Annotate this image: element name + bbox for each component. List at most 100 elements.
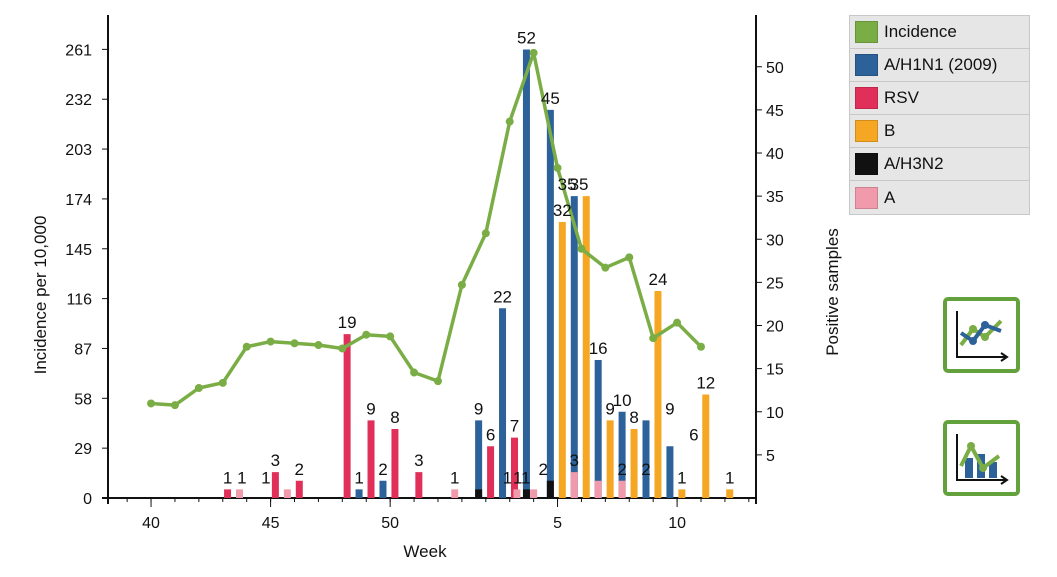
bar xyxy=(594,360,602,498)
left-tick-label: 174 xyxy=(65,192,92,209)
right-tick-label: 10 xyxy=(766,405,784,422)
bar xyxy=(666,446,674,498)
bar xyxy=(224,489,232,498)
bar xyxy=(283,489,291,498)
right-tick-label: 5 xyxy=(766,448,775,465)
incidence-point xyxy=(625,253,634,262)
incidence-line xyxy=(150,51,703,407)
legend-item[interactable]: A/H1N1 (2009) xyxy=(850,49,1029,82)
bar xyxy=(522,49,530,498)
bar xyxy=(513,489,521,498)
bar xyxy=(271,472,279,498)
chart-legend: Incidence A/H1N1 (2009) RSV B A/H3N2 A xyxy=(849,15,1030,215)
x-tick-label: 45 xyxy=(262,515,280,532)
incidence-point xyxy=(170,401,179,410)
bar xyxy=(367,420,375,498)
data-label: 6 xyxy=(486,425,495,444)
incidence-point xyxy=(194,383,203,392)
legend-label: RSV xyxy=(884,88,919,107)
incidence-point xyxy=(386,332,395,341)
bar xyxy=(726,489,734,498)
data-label: 1 xyxy=(237,468,246,487)
data-label: 1 xyxy=(677,468,686,487)
data-label: 24 xyxy=(649,270,668,289)
incidence-point xyxy=(673,318,682,327)
incidence-point xyxy=(410,368,419,377)
incidence-point xyxy=(362,330,371,339)
incidence-point xyxy=(290,339,299,348)
incidence-point xyxy=(218,378,227,387)
bar-line-chart-button[interactable] xyxy=(943,420,1020,496)
incidence-point xyxy=(553,163,562,172)
line-chart-button[interactable] xyxy=(943,297,1020,373)
legend-swatch xyxy=(855,153,878,175)
right-tick-label: 50 xyxy=(766,60,784,77)
x-axis-title: Week xyxy=(403,542,447,561)
data-label: 3 xyxy=(271,451,280,470)
data-label: 45 xyxy=(541,89,560,108)
legend-item[interactable]: B xyxy=(850,115,1029,148)
data-label: 16 xyxy=(589,339,608,358)
bar xyxy=(415,472,423,498)
incidence-point xyxy=(433,377,442,386)
data-label: 22 xyxy=(493,287,512,306)
legend-label: Incidence xyxy=(884,22,957,41)
data-label: 1 xyxy=(223,468,232,487)
data-label: 9 xyxy=(665,399,674,418)
left-tick-label: 261 xyxy=(65,42,92,59)
data-label: 8 xyxy=(629,408,638,427)
incidence-point xyxy=(505,117,514,126)
bar xyxy=(510,437,518,498)
right-tick-label: 45 xyxy=(766,103,784,120)
data-label: 19 xyxy=(338,313,357,332)
incidence-point xyxy=(266,337,275,346)
bar xyxy=(475,489,483,498)
incidence-point xyxy=(529,48,538,57)
bar xyxy=(236,489,244,498)
bar xyxy=(522,489,530,498)
left-tick-label: 145 xyxy=(65,242,92,259)
bar xyxy=(594,480,602,498)
bar-line-chart-icon xyxy=(956,434,1009,485)
right-tick-label: 15 xyxy=(766,362,784,379)
left-tick-label: 232 xyxy=(65,92,92,109)
left-tick-label: 58 xyxy=(74,391,92,408)
legend-item[interactable]: RSV xyxy=(850,82,1029,115)
bar xyxy=(606,420,614,498)
data-label: 8 xyxy=(390,408,399,427)
legend-item[interactable]: A xyxy=(850,181,1029,214)
legend-item[interactable]: A/H3N2 xyxy=(850,148,1029,181)
data-label: 1 xyxy=(503,468,512,487)
data-label: 1 xyxy=(725,468,734,487)
data-label: 32 xyxy=(553,201,572,220)
incidence-point xyxy=(338,344,347,353)
legend-swatch xyxy=(855,21,878,43)
bar xyxy=(530,489,538,498)
incidence-point xyxy=(577,244,586,253)
data-label: 35 xyxy=(558,175,577,194)
bar xyxy=(618,411,626,498)
legend-swatch xyxy=(855,186,878,209)
data-label: 3 xyxy=(414,451,423,470)
data-label: 6 xyxy=(689,425,698,444)
data-label: 2 xyxy=(378,460,387,479)
bar xyxy=(451,489,459,498)
bar xyxy=(499,308,507,498)
legend-swatch xyxy=(855,54,878,76)
data-label: 10 xyxy=(613,391,632,410)
bar xyxy=(642,420,650,498)
left-tick-label: 29 xyxy=(74,441,92,458)
incidence-point xyxy=(697,342,706,351)
data-label: 1 xyxy=(450,468,459,487)
bar xyxy=(558,222,566,498)
incidence-point xyxy=(457,280,466,289)
data-label: 1 xyxy=(261,468,270,487)
bar xyxy=(379,480,387,498)
legend-item[interactable]: Incidence xyxy=(850,16,1029,49)
bar xyxy=(546,109,554,498)
bar xyxy=(546,480,554,498)
bar xyxy=(618,480,626,498)
bar xyxy=(475,420,483,498)
bar xyxy=(343,334,351,498)
